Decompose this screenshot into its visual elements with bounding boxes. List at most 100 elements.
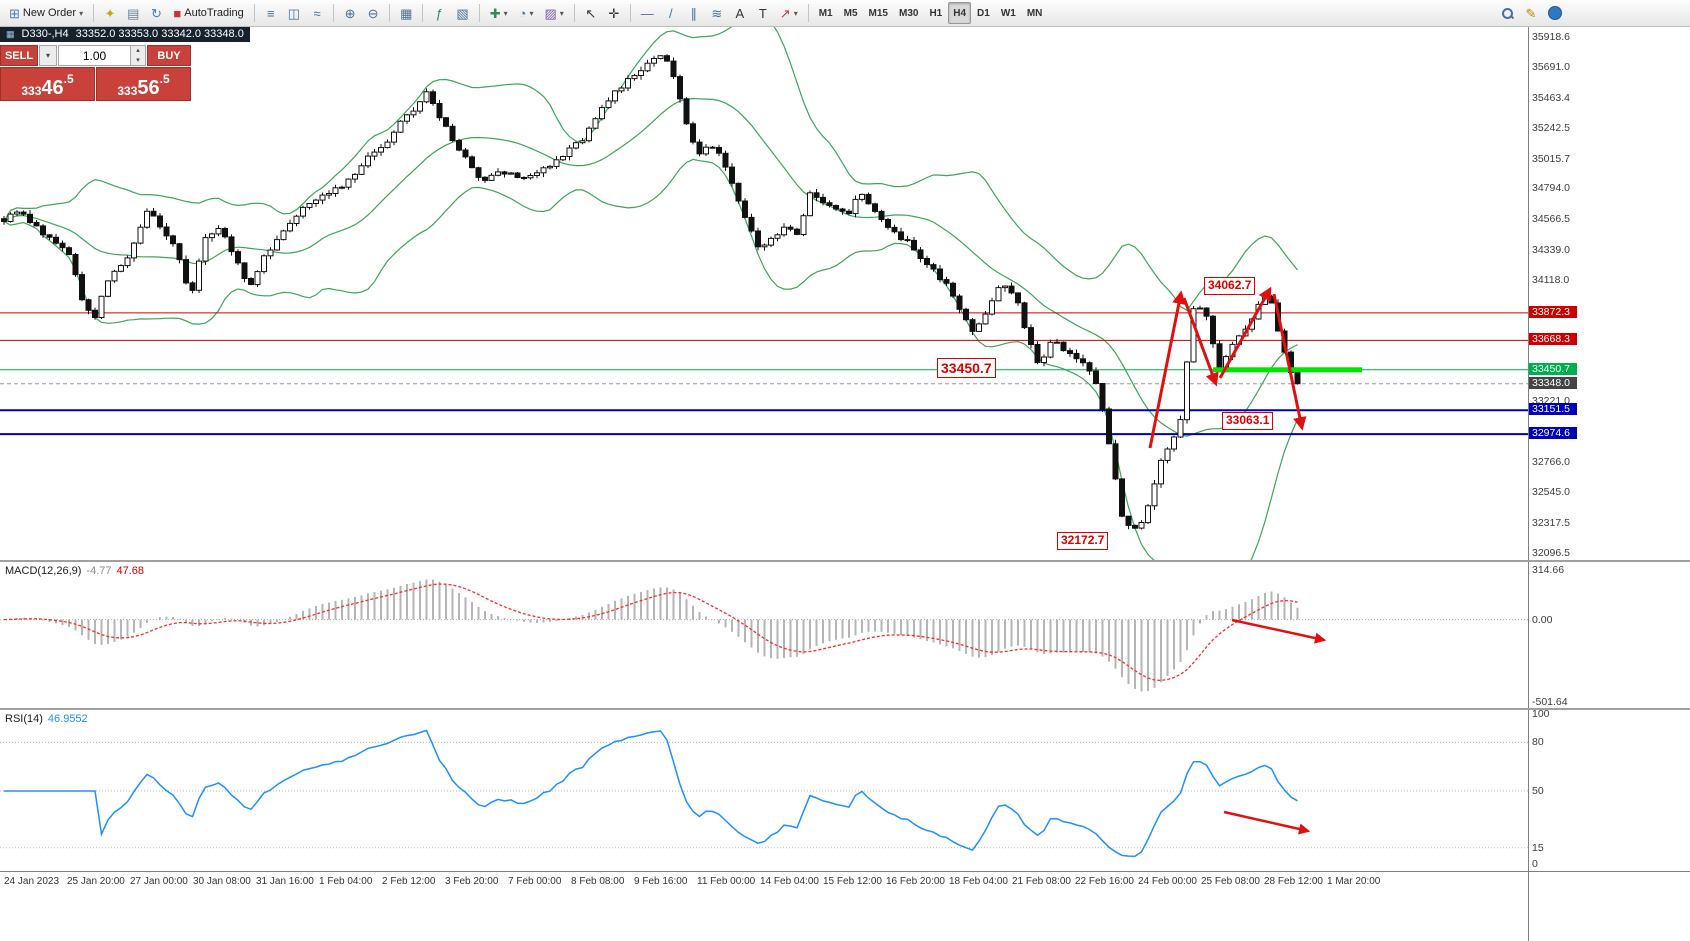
toolbar: ⊞ New Order ▾ ✦ ▤ ↻ ■ AutoTrading ≡ ◫ ≈ ⊕ ⊖ ▦ ƒ ▧ ✚ ▾ ◔ ▾ ▨ ▾… xyxy=(0,0,1690,27)
timeframe-w1-button-label: W1 xyxy=(1000,7,1016,19)
crosshair-button[interactable]: ✛ xyxy=(603,2,625,24)
order-type-dropdown[interactable]: ▾ xyxy=(39,45,57,66)
time-axis-label: 24 Jan 2023 xyxy=(4,876,60,887)
text-button[interactable]: A xyxy=(729,2,751,24)
time-axis-label: 9 Feb 16:00 xyxy=(634,876,688,887)
timeframe-w1-button[interactable]: W1 xyxy=(996,2,1021,24)
quick-edit-button[interactable]: ✎ xyxy=(1520,2,1542,24)
new-order-button[interactable]: ⊞ New Order ▾ xyxy=(4,2,88,24)
zoom-in-icon: ⊕ xyxy=(344,5,356,21)
sell-price[interactable]: 333 46.5 xyxy=(0,67,95,101)
timeframe-h4-button-label: H4 xyxy=(953,7,967,19)
cursor-button[interactable]: ↖ xyxy=(580,2,602,24)
chevron-down-icon[interactable]: ▾ xyxy=(559,8,564,18)
candlestick-icon: ◫ xyxy=(287,5,301,21)
trendline-button[interactable]: / xyxy=(660,2,682,24)
zoom-in-button[interactable]: ⊕ xyxy=(339,2,361,24)
text-icon: A xyxy=(735,5,745,21)
fibonacci-button[interactable]: ≋ xyxy=(706,2,728,24)
printer-icon: ▤ xyxy=(127,5,140,21)
price-digits: 333 xyxy=(117,83,138,98)
time-axis-label: 18 Feb 04:00 xyxy=(949,876,1008,887)
autotrading-button[interactable]: ■ AutoTrading xyxy=(168,2,248,24)
autotrading-button-label: AutoTrading xyxy=(184,7,244,19)
timeframe-mn-button[interactable]: MN xyxy=(1022,2,1048,24)
price-panel[interactable] xyxy=(0,27,1528,577)
timeframe-d1-button[interactable]: D1 xyxy=(972,2,995,24)
timeframe-h1-button-label: H1 xyxy=(929,7,943,19)
trend-arrows[interactable] xyxy=(1148,286,1327,835)
data-window-button[interactable]: ▧ xyxy=(451,2,473,24)
signals-button[interactable]: ✦ xyxy=(99,2,121,24)
timeframe-m5-button[interactable]: M5 xyxy=(839,2,863,24)
timeframe-m1-button[interactable]: M1 xyxy=(814,2,838,24)
panel-separator[interactable] xyxy=(0,708,1690,710)
zoom-out-button[interactable]: ⊖ xyxy=(362,2,384,24)
rsi-panel[interactable] xyxy=(0,729,1528,858)
symbol-period-label: D330-,H4 xyxy=(21,28,69,40)
community-button[interactable] xyxy=(1543,2,1567,24)
volume-input[interactable] xyxy=(59,46,130,65)
price-scale[interactable] xyxy=(1528,27,1690,941)
timeframe-h1-button[interactable]: H1 xyxy=(924,2,947,24)
indicators-icon: ƒ xyxy=(435,5,443,21)
search-button[interactable] xyxy=(1496,2,1519,24)
time-axis-label: 8 Feb 08:00 xyxy=(571,876,625,887)
templates-button[interactable]: ▨ ▾ xyxy=(539,2,568,24)
new-chart-icon: ✚ xyxy=(489,5,501,21)
channel-button[interactable]: ∥ xyxy=(683,2,705,24)
help-button[interactable]: ↻ xyxy=(145,2,167,24)
volume-down-icon[interactable]: ▾ xyxy=(131,55,145,65)
chevron-down-icon[interactable]: ▾ xyxy=(529,8,534,18)
chevron-down-icon[interactable]: ▾ xyxy=(503,8,508,18)
toolbar-separator xyxy=(573,4,575,22)
indicators-list-button[interactable]: ƒ xyxy=(428,2,450,24)
chart-plot[interactable] xyxy=(0,27,1528,872)
text-label-button[interactable]: T xyxy=(752,2,774,24)
buy-button[interactable]: BUY xyxy=(147,45,191,66)
price-digits: 46 xyxy=(41,77,64,99)
timeframe-m15-button[interactable]: M15 xyxy=(864,2,893,24)
time-axis-separator xyxy=(0,871,1690,872)
bar-chart-icon: ≡ xyxy=(267,5,275,21)
bollinger-lower xyxy=(3,158,1299,560)
autotrading-icon: ■ xyxy=(173,5,182,21)
toolbar-separator xyxy=(478,4,480,22)
period-button[interactable]: ◔ ▾ xyxy=(514,2,539,24)
bar-chart-button[interactable]: ≡ xyxy=(260,2,282,24)
price-digits: 56 xyxy=(137,77,160,99)
tile-windows-button[interactable]: ▦ xyxy=(395,2,417,24)
macd-panel[interactable] xyxy=(0,579,1528,692)
toolbar-separator xyxy=(422,4,424,22)
volume-up-icon[interactable]: ▴ xyxy=(131,46,145,56)
horizontal-line-button[interactable]: — xyxy=(636,2,659,24)
community-icon xyxy=(1548,6,1562,20)
panel-separator[interactable] xyxy=(0,560,1690,562)
timeframe-h4-button[interactable]: H4 xyxy=(948,2,972,24)
ohlc-values: 33352.0 33353.0 33342.0 33348.0 xyxy=(75,28,244,40)
time-axis-label: 16 Feb 20:00 xyxy=(886,876,945,887)
megaphone-icon: ✦ xyxy=(104,5,116,21)
candlesticks xyxy=(1,54,1301,530)
arrows-button[interactable]: ↗ ▾ xyxy=(775,2,803,24)
print-button[interactable]: ▤ xyxy=(122,2,144,24)
buy-price[interactable]: 333 56.5 xyxy=(96,67,191,101)
chevron-down-icon[interactable]: ▾ xyxy=(79,8,84,18)
clock-icon: ◔ xyxy=(518,5,527,21)
text-label-icon: T xyxy=(758,5,767,21)
candlestick-chart-button[interactable]: ◫ xyxy=(283,2,305,24)
template-icon: ▨ xyxy=(544,5,557,21)
time-axis-label: 28 Feb 12:00 xyxy=(1264,876,1323,887)
channel-icon: ∥ xyxy=(690,5,698,21)
toolbar-separator xyxy=(389,4,391,22)
timeframe-m30-button-label: M30 xyxy=(898,7,919,19)
new-chart-button[interactable]: ✚ ▾ xyxy=(485,2,513,24)
timeframe-m30-button[interactable]: M30 xyxy=(894,2,923,24)
sell-button[interactable]: SELL xyxy=(0,45,38,66)
timeframe-m1-button-label: M1 xyxy=(818,7,833,19)
chevron-down-icon[interactable]: ▾ xyxy=(793,8,798,18)
line-chart-button[interactable]: ≈ xyxy=(306,2,328,24)
zoom-out-icon: ⊖ xyxy=(367,5,379,21)
